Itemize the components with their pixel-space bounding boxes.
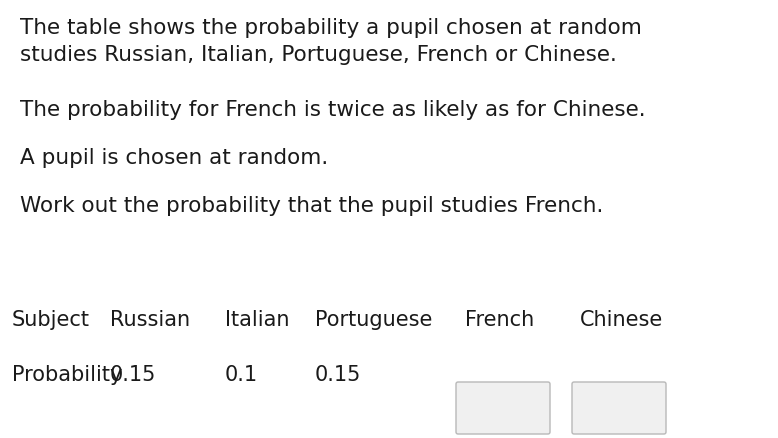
Text: The table shows the probability a pupil chosen at random: The table shows the probability a pupil … [20, 18, 642, 38]
Text: Portuguese: Portuguese [315, 309, 433, 329]
FancyBboxPatch shape [572, 382, 666, 434]
FancyBboxPatch shape [456, 382, 550, 434]
Text: Subject: Subject [12, 309, 90, 329]
Text: French: French [465, 309, 534, 329]
Text: Probability: Probability [12, 364, 122, 384]
Text: Chinese: Chinese [580, 309, 664, 329]
Text: Russian: Russian [110, 309, 190, 329]
Text: The probability for French is twice as likely as for Chinese.: The probability for French is twice as l… [20, 100, 646, 120]
Text: 0.15: 0.15 [315, 364, 361, 384]
Text: studies Russian, Italian, Portuguese, French or Chinese.: studies Russian, Italian, Portuguese, Fr… [20, 45, 617, 65]
Text: Italian: Italian [225, 309, 289, 329]
Text: A pupil is chosen at random.: A pupil is chosen at random. [20, 148, 328, 168]
Text: 0.15: 0.15 [110, 364, 156, 384]
Text: Work out the probability that the pupil studies French.: Work out the probability that the pupil … [20, 195, 604, 215]
Text: 0.1: 0.1 [225, 364, 258, 384]
